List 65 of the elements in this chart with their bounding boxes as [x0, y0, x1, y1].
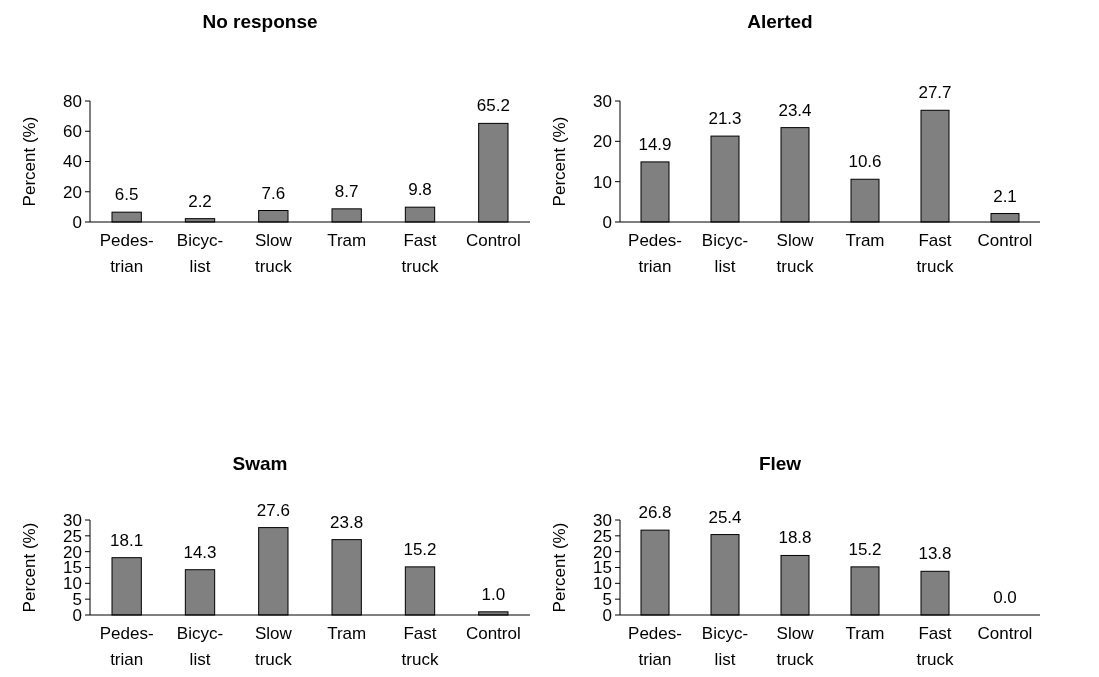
x-tick-label: Bicyc- list: [176, 624, 224, 669]
data-label: 10.6: [848, 152, 882, 172]
data-label: 26.8: [638, 503, 672, 523]
x-tick-label: Bicyc- list: [176, 231, 224, 276]
chart-title: Swam: [232, 453, 288, 474]
y-tick-label: 0: [72, 212, 82, 232]
y-axis-title: Percent (%): [20, 522, 39, 613]
data-label: 21.3: [708, 109, 742, 129]
data-label: 23.4: [778, 100, 812, 120]
x-tick-label: Pedes- trian: [628, 624, 682, 669]
x-tick-label: Fast truck: [916, 231, 954, 276]
x-tick-label: Slow truck: [254, 624, 293, 669]
x-tick-label: Slow truck: [776, 231, 815, 276]
data-label: 9.8: [408, 180, 432, 200]
data-label: 23.8: [330, 512, 364, 532]
chart-title: Flew: [758, 453, 802, 474]
x-tick-label: Bicyc- list: [701, 624, 749, 669]
data-label: 14.3: [183, 542, 217, 562]
x-tick-label: Control: [465, 231, 521, 250]
chart-title: No response: [202, 11, 318, 32]
y-tick-label: 20: [63, 182, 82, 202]
data-label: 27.7: [918, 83, 952, 103]
y-tick-label: 80: [63, 91, 82, 111]
x-tick-label: Fast truck: [916, 624, 954, 669]
x-tick-label: Control: [465, 624, 521, 643]
data-label: 65.2: [476, 96, 510, 116]
y-tick-label: 20: [593, 132, 612, 152]
data-label: 2.1: [993, 186, 1017, 206]
data-label: 15.2: [403, 539, 437, 559]
data-label: 13.8: [918, 544, 952, 564]
x-tick-label: Tram: [845, 231, 885, 250]
data-label: 25.4: [708, 507, 742, 527]
data-label: 0.0: [993, 588, 1017, 607]
data-label: 27.6: [256, 500, 290, 520]
x-tick-label: Slow truck: [254, 231, 293, 276]
x-tick-label: Bicyc- list: [701, 231, 749, 276]
y-tick-label: 0: [602, 212, 612, 232]
data-label: 14.9: [638, 134, 672, 154]
y-axis-title: Percent (%): [550, 522, 569, 613]
y-axis-title: Percent (%): [550, 116, 569, 207]
y-tick-label: 30: [593, 91, 612, 111]
x-tick-label: Slow truck: [776, 624, 815, 669]
data-label: 18.1: [110, 530, 144, 550]
y-tick-label: 10: [593, 172, 612, 192]
data-label: 18.8: [778, 528, 812, 548]
data-label: 2.2: [188, 191, 212, 211]
chart-title: Alerted: [747, 11, 813, 32]
y-tick-label: 60: [63, 122, 82, 142]
x-tick-label: Control: [977, 624, 1033, 643]
data-label: 1.0: [481, 584, 506, 604]
data-label: 15.2: [848, 539, 882, 559]
x-tick-label: Fast truck: [401, 624, 439, 669]
y-axis-title: Percent (%): [20, 116, 39, 207]
data-label: 7.6: [261, 183, 286, 203]
data-label: 6.5: [114, 185, 139, 205]
data-label: 8.7: [334, 181, 359, 201]
y-tick-label: 40: [63, 152, 82, 172]
x-tick-label: Tram: [327, 231, 367, 250]
x-tick-label: Tram: [327, 624, 367, 643]
x-tick-label: Control: [977, 231, 1033, 250]
x-tick-label: Pedes- trian: [628, 231, 682, 276]
x-tick-label: Pedes- trian: [99, 624, 154, 669]
x-tick-label: Pedes- trian: [99, 231, 154, 276]
x-tick-label: Fast truck: [401, 231, 439, 276]
x-tick-label: Tram: [845, 624, 885, 643]
